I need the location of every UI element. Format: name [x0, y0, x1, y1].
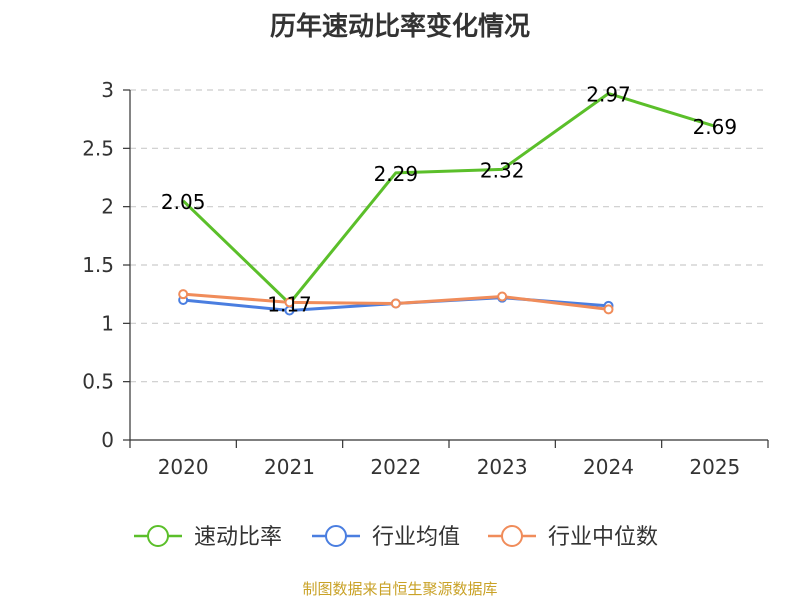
legend-swatch-marker: [147, 525, 169, 547]
grid-lines: [130, 89, 768, 383]
data-label: 2.05: [161, 190, 206, 214]
legend-item: 速动比率: [134, 525, 282, 550]
y-tick-label: 2.5: [82, 136, 114, 160]
data-label: 1.17: [267, 293, 312, 317]
y-tick-label: 1: [101, 311, 114, 335]
x-tick-label: 2024: [583, 455, 634, 479]
series-lines: [182, 92, 716, 312]
x-tick-label: 2021: [264, 455, 315, 479]
y-tick-label: 0: [101, 428, 114, 452]
x-tick-label: 2022: [370, 455, 421, 479]
legend-item: 行业均值: [312, 525, 460, 550]
legend-swatch-marker: [325, 525, 347, 547]
y-tick-label: 1.5: [82, 253, 114, 277]
series-point-2: [178, 289, 189, 300]
source-note: 制图数据来自恒生聚源数据库: [302, 580, 498, 598]
legend-label: 速动比率: [194, 525, 282, 550]
series-point-2: [284, 297, 295, 308]
legend-label: 行业均值: [372, 525, 460, 550]
data-labels: 2.05 1.17 2.29 2.32 2.97 2.69: [161, 83, 737, 317]
series-markers: [178, 289, 614, 316]
legend-item: 行业中位数: [488, 525, 658, 550]
data-label: 2.29: [374, 162, 419, 186]
x-tick-label: 2023: [477, 455, 528, 479]
data-label: 2.69: [693, 115, 738, 139]
y-tick-label: 2: [101, 195, 114, 219]
y-tick-label: 0.5: [82, 370, 114, 394]
series-line-0: [182, 92, 716, 305]
data-label: 2.97: [586, 83, 631, 107]
axes: 0 0.5 1 1.5 2 2.5 3 2020 2021 2022 2023 2024 2025: [82, 78, 769, 479]
data-label: 2.32: [480, 158, 525, 182]
y-tick-label: 3: [101, 78, 114, 102]
legend-label: 行业中位数: [548, 525, 658, 550]
legend: 速动比率 行业均值 行业中位数: [134, 525, 658, 550]
x-tick-label: 2025: [689, 455, 740, 479]
legend-swatch-marker: [501, 525, 523, 547]
series-point-2: [390, 298, 401, 309]
chart-title: 历年速动比率变化情况: [269, 12, 530, 42]
x-tick-label: 2020: [158, 455, 209, 479]
series-point-2: [497, 291, 508, 302]
series-point-2: [603, 304, 614, 315]
